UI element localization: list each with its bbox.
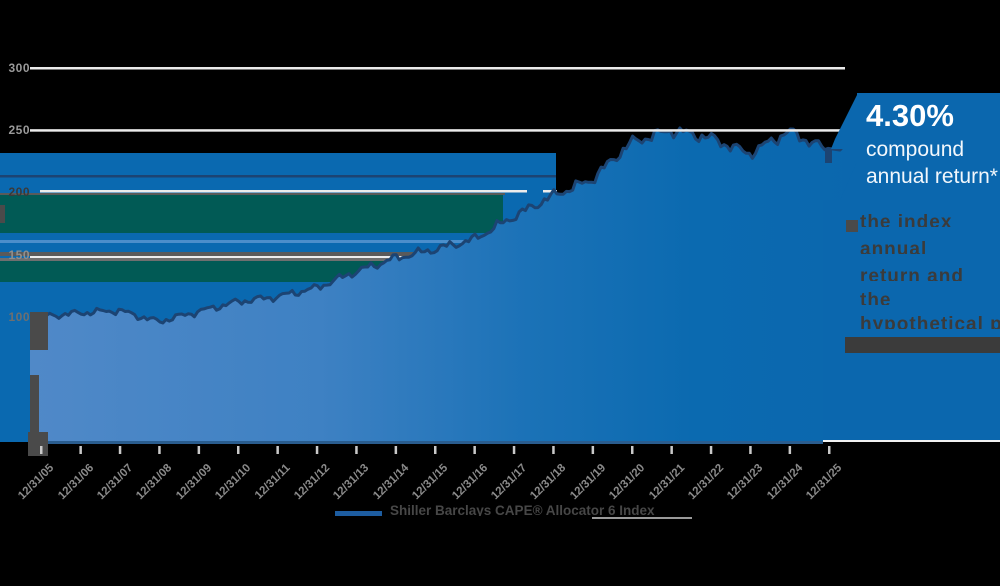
glitch-text-line: hypothetical p [860,314,1000,329]
gridline-150-shadow-bottom [0,258,505,261]
x-tick [394,446,398,454]
callout-panel [823,93,1000,441]
x-tick [434,446,437,454]
legend-rule-line [592,517,692,519]
callout-panel-shape [823,93,1000,442]
y-axis-label-250: 250 [8,123,30,138]
x-tick [79,446,82,454]
x-tick [709,446,713,454]
legend-line-swatch [335,511,382,516]
glitch-text-line: the index [860,212,953,227]
area-series [29,106,860,444]
gridline-200-left [40,190,527,193]
x-tick [158,446,161,454]
x-tick [276,446,279,454]
callout-pointer [831,95,857,164]
x-tick [591,446,595,454]
index-line [29,106,860,325]
x-tick [512,446,516,454]
glitch-dark-block [845,337,1000,353]
gridline-300 [30,67,845,70]
x-tick [670,446,673,454]
x-tick [118,446,122,454]
x-tick [473,446,476,454]
legend: Shiller Barclays CAPE® Allocator 6 Index [335,503,655,516]
glitch-text-line: return and [860,266,964,281]
callout-caption-line1: compound [866,138,965,161]
callout-return-rate: 4.30% [866,98,954,133]
area-fill [30,107,858,443]
y-axis-label-300: 300 [8,61,30,75]
panel-bottom-line [823,440,1000,442]
band-teal-upper [0,195,503,233]
band-teal-lower [0,261,420,282]
gridline-150 [30,256,545,258]
glitch-artifacts [0,205,1000,456]
x-tick [788,446,792,454]
x-axis-ticks [40,446,831,454]
gray-block-3 [28,432,48,456]
gridline-250 [30,129,845,132]
glitch-text-line: annual [860,239,928,254]
x-tick [749,446,752,454]
x-tick [40,446,43,454]
gridline-200-shadow [0,193,505,195]
callout-caption-line2: annual return* [866,165,998,188]
gridline-200-dash [543,190,557,193]
x-tick [315,446,319,454]
y-axis-label-150: 150 [8,247,30,262]
legend-series-label: Shiller Barclays CAPE® Allocator 6 Index [390,503,655,516]
gridline-150-shadow-top [0,252,505,256]
x-tick [237,446,240,454]
band-light-stripe [0,240,468,243]
pointer-tip-navy [825,149,832,163]
x-tick [197,446,201,454]
gray-block-2 [30,375,39,443]
gray-block-5 [846,220,858,232]
x-tick [631,446,634,454]
x-tick [828,446,831,454]
x-tick [552,446,555,454]
x-tick [355,446,358,454]
glitch-text-line: the [860,290,892,305]
gray-block-1 [30,312,48,350]
gray-block-4 [0,205,5,223]
y-axis-label-200: 200 [8,185,30,200]
band-navy-line [0,175,556,178]
area-bottom-edge [30,441,823,444]
y-axis-label-100: 100 [8,309,30,324]
